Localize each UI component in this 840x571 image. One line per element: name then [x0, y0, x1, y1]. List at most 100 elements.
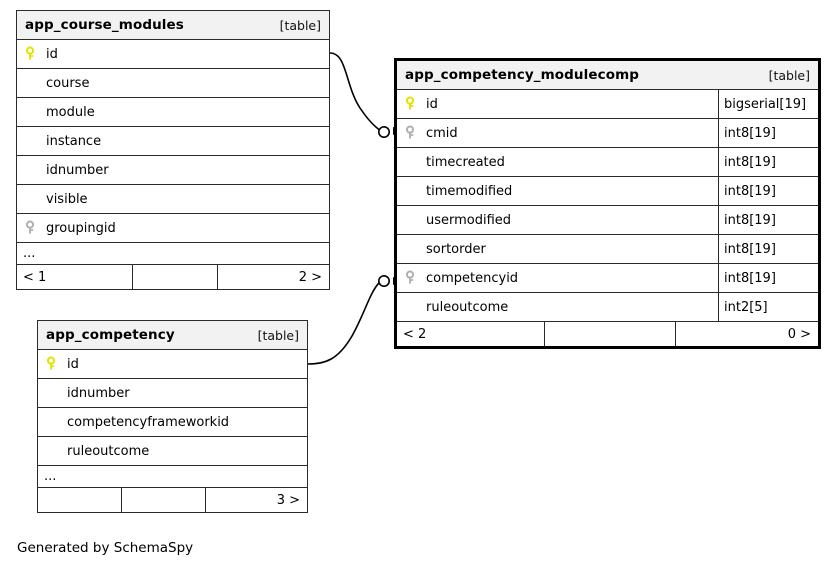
column-name-cell: id [17, 46, 329, 62]
column-name-cell: usermodified [397, 212, 718, 228]
column-name-cell: id [38, 356, 307, 372]
column-row[interactable]: course [17, 69, 329, 98]
footer-middle [132, 265, 216, 289]
primary-key-icon [405, 96, 415, 110]
footer-middle [121, 488, 204, 512]
no-key-icon [405, 241, 421, 257]
column-label: timecreated [426, 154, 505, 170]
column-row[interactable]: cmid int8[19] [397, 119, 818, 148]
column-label: cmid [426, 125, 458, 141]
table-title: app_competency_modulecomp [405, 67, 640, 83]
column-type: int8[19] [718, 148, 818, 176]
column-label: id [46, 46, 58, 62]
table-type-tag: [table] [257, 327, 299, 343]
column-row[interactable]: id bigserial[19] [397, 90, 818, 119]
more-columns-indicator: ... [38, 466, 307, 488]
table-app-competency[interactable]: app_competency [table] id idnumber [37, 320, 308, 513]
column-label: visible [46, 191, 88, 207]
no-key-icon [405, 154, 421, 170]
footer-child-count[interactable]: 0 > [674, 322, 818, 346]
column-label: ruleoutcome [426, 299, 509, 315]
column-name-cell: sortorder [397, 241, 718, 257]
column-label: module [46, 104, 95, 120]
relationship-zero-marker-cmid [377, 126, 390, 139]
column-name-cell: course [17, 75, 329, 91]
column-row[interactable]: idnumber [17, 156, 329, 185]
table-footer: < 2 0 > [397, 322, 818, 346]
column-name-cell: visible [17, 191, 329, 207]
column-name-cell: instance [17, 133, 329, 149]
footer-child-count[interactable]: 2 > [216, 265, 329, 289]
table-app-competency-modulecomp[interactable]: app_competency_modulecomp [table] id big… [394, 58, 821, 349]
column-row[interactable]: groupingid [17, 214, 329, 243]
column-label: competencyframeworkid [67, 414, 230, 430]
no-key-icon [405, 183, 421, 199]
column-label: sortorder [426, 241, 486, 257]
column-row[interactable]: instance [17, 127, 329, 156]
column-row[interactable]: id [17, 40, 329, 69]
footer-parent-count[interactable]: < 1 [23, 269, 47, 285]
relationship-zero-marker-competencyid [377, 274, 390, 287]
table-type-tag: [table] [279, 17, 321, 33]
column-row[interactable]: competencyid int8[19] [397, 264, 818, 293]
column-label: idnumber [67, 385, 130, 401]
column-label: id [426, 96, 438, 112]
table-app-course-modules[interactable]: app_course_modules [table] id course [16, 10, 330, 290]
table-header: app_competency_modulecomp [table] [397, 61, 818, 90]
column-name-cell: competencyframeworkid [38, 414, 307, 430]
column-name-cell: id [397, 96, 718, 112]
column-type: int2[5] [718, 293, 818, 321]
column-name-cell: idnumber [38, 385, 307, 401]
relationship-line-competencyid [307, 282, 380, 365]
column-name-cell: groupingid [17, 220, 329, 236]
column-row[interactable]: visible [17, 185, 329, 214]
footer-middle [544, 322, 675, 346]
no-key-icon [25, 162, 41, 178]
table-title: app_course_modules [25, 17, 184, 33]
column-row[interactable]: timemodified int8[19] [397, 177, 818, 206]
table-footer: < 1 2 > [17, 265, 329, 289]
column-row[interactable]: sortorder int8[19] [397, 235, 818, 264]
footer-child-count[interactable]: 3 > [204, 488, 307, 512]
column-row[interactable]: module [17, 98, 329, 127]
column-row[interactable]: ruleoutcome int2[5] [397, 293, 818, 322]
table-header: app_competency [table] [38, 321, 307, 350]
column-row[interactable]: id [38, 350, 307, 379]
no-key-icon [405, 299, 421, 315]
column-name-cell: ruleoutcome [38, 443, 307, 459]
column-label: course [46, 75, 90, 91]
no-key-icon [46, 385, 62, 401]
column-name-cell: competencyid [397, 270, 718, 286]
relationship-line-cmid [329, 52, 382, 132]
foreign-key-icon [405, 125, 415, 139]
column-name-cell: idnumber [17, 162, 329, 178]
footer-parent-count[interactable]: < 2 [403, 326, 427, 342]
table-type-tag: [table] [768, 67, 810, 83]
column-label: competencyid [426, 270, 519, 286]
table-title: app_competency [46, 327, 175, 343]
column-type: bigserial[19] [718, 90, 818, 118]
column-type: int8[19] [718, 119, 818, 147]
foreign-key-icon [405, 270, 415, 284]
column-name-cell: module [17, 104, 329, 120]
column-label: id [67, 356, 79, 372]
no-key-icon [46, 414, 62, 430]
column-row[interactable]: ruleoutcome [38, 437, 307, 466]
column-row[interactable]: competencyframeworkid [38, 408, 307, 437]
column-row[interactable]: usermodified int8[19] [397, 206, 818, 235]
primary-key-icon [46, 356, 56, 370]
column-name-cell: ruleoutcome [397, 299, 718, 315]
column-type: int8[19] [718, 264, 818, 292]
footer-parent-count[interactable] [38, 488, 121, 512]
no-key-icon [25, 133, 41, 149]
column-name-cell: cmid [397, 125, 718, 141]
column-label: groupingid [46, 220, 116, 236]
column-row[interactable]: timecreated int8[19] [397, 148, 818, 177]
more-columns-indicator: ... [17, 243, 329, 265]
diagram-caption: Generated by SchemaSpy [17, 540, 194, 556]
primary-key-icon [25, 46, 35, 60]
column-type: int8[19] [718, 206, 818, 234]
column-row[interactable]: idnumber [38, 379, 307, 408]
column-label: instance [46, 133, 102, 149]
